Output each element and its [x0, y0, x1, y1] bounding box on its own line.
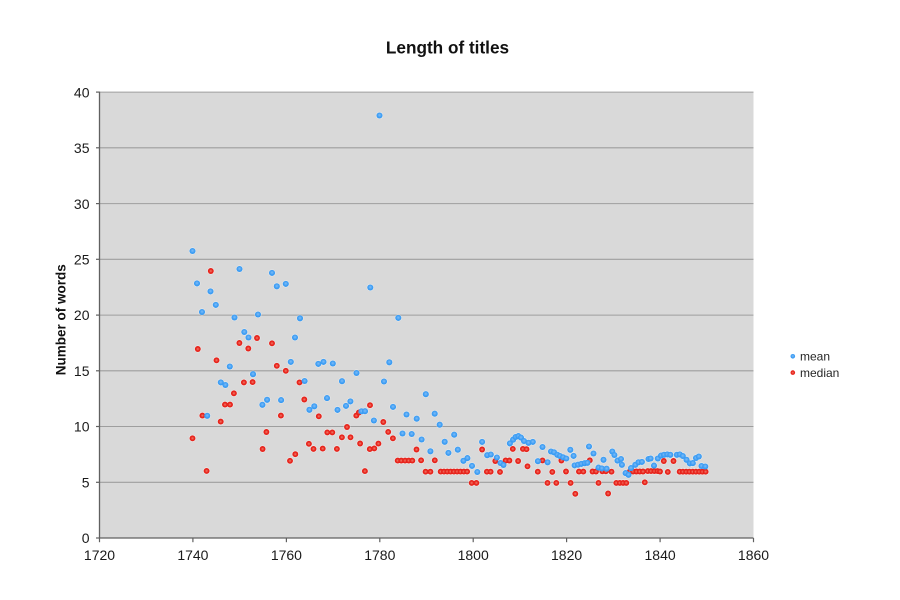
svg-text:0: 0: [82, 530, 90, 546]
svg-text:40: 40: [74, 84, 90, 100]
svg-text:5: 5: [82, 475, 90, 491]
svg-text:1780: 1780: [364, 547, 395, 563]
svg-text:20: 20: [74, 307, 90, 323]
svg-text:10: 10: [74, 419, 90, 435]
svg-text:1720: 1720: [84, 547, 115, 563]
svg-text:median: median: [800, 366, 839, 380]
svg-text:1800: 1800: [458, 547, 489, 563]
svg-text:1760: 1760: [271, 547, 302, 563]
svg-text:1840: 1840: [645, 547, 676, 563]
svg-text:1740: 1740: [177, 547, 208, 563]
svg-text:15: 15: [74, 363, 90, 379]
svg-text:mean: mean: [800, 350, 830, 364]
svg-text:1860: 1860: [738, 547, 769, 563]
svg-text:25: 25: [74, 252, 90, 268]
svg-text:30: 30: [74, 196, 90, 212]
svg-text:Number of words: Number of words: [53, 264, 68, 375]
svg-text:Length of titles: Length of titles: [386, 37, 509, 57]
svg-text:1820: 1820: [551, 547, 582, 563]
svg-text:35: 35: [74, 140, 90, 156]
